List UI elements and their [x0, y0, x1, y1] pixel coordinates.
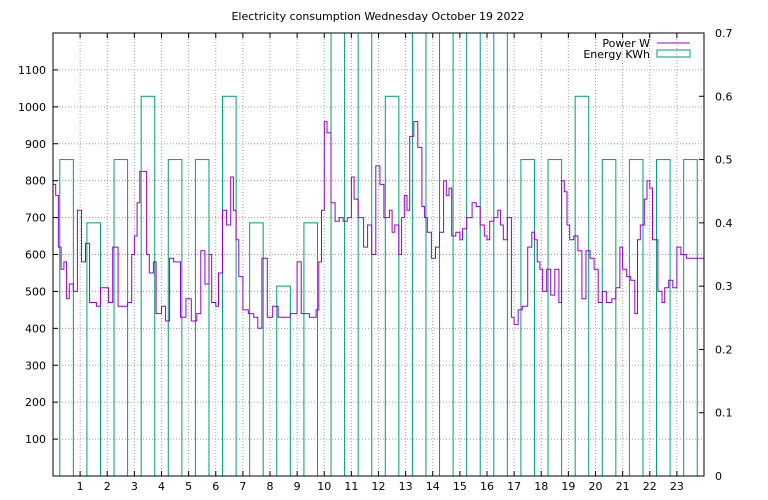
x-tick-label: 8 [267, 480, 274, 493]
energy-bar [520, 159, 535, 477]
energy-bar [86, 222, 101, 477]
legend-power-label: Power W [602, 37, 650, 50]
y-left-tick-label: 900 [25, 138, 46, 151]
x-tick-label: 2 [104, 480, 111, 493]
legend-energy-label: Energy KWh [583, 48, 650, 61]
y-left-tick-label: 300 [25, 359, 46, 372]
x-tick-label: 9 [294, 480, 301, 493]
x-tick-label: 15 [453, 480, 467, 493]
legend-energy-swatch [656, 49, 691, 58]
x-tick-label: 13 [399, 480, 413, 493]
x-tick-label: 4 [158, 480, 165, 493]
energy-bar [330, 32, 346, 477]
energy-bar [276, 285, 291, 477]
energy-bar [194, 159, 210, 477]
y-left-tick-label: 800 [25, 175, 46, 188]
x-tick-label: 12 [372, 480, 386, 493]
y-left-tick-label: 100 [25, 433, 46, 446]
energy-bar [167, 159, 183, 477]
x-tick-label: 6 [212, 480, 219, 493]
y-right-tick-label: 0.4 [715, 217, 733, 230]
axis-ticks: 1 2 3 4 5 6 7 8 9 10 11 12 13 14 15 16 17 18 19 20 21 22 23100… [18, 27, 733, 493]
x-tick-label: 3 [131, 480, 138, 493]
x-tick-label: 14 [426, 480, 440, 493]
x-tick-label: 22 [643, 480, 657, 493]
x-tick-label: 18 [534, 480, 548, 493]
x-tick-label: 1 [77, 480, 84, 493]
x-tick-label: 5 [185, 480, 192, 493]
x-tick-label: 16 [480, 480, 494, 493]
energy-bar [656, 159, 671, 477]
x-tick-label: 10 [317, 480, 331, 493]
y-left-tick-label: 700 [25, 212, 46, 225]
x-tick-label: 21 [616, 480, 630, 493]
x-tick-label: 7 [239, 480, 246, 493]
energy-bar [113, 159, 129, 477]
energy-bar [59, 159, 74, 477]
y-right-tick-label: 0.7 [715, 27, 733, 40]
chart-title: Electricity consumption Wednesday Octobe… [231, 10, 524, 23]
x-tick-label: 17 [507, 480, 521, 493]
y-left-tick-label: 400 [25, 322, 46, 335]
energy-bar [683, 159, 698, 477]
power-series [53, 121, 704, 329]
energy-bar [357, 32, 373, 477]
y-left-tick-label: 600 [25, 249, 46, 262]
y-left-tick-label: 500 [25, 285, 46, 298]
grid-lines [53, 33, 704, 476]
y-right-tick-label: 0.3 [715, 280, 733, 293]
y-right-tick-label: 0.6 [715, 90, 733, 103]
y-left-tick-label: 1100 [18, 64, 46, 77]
y-right-tick-label: 0.1 [715, 407, 733, 420]
energy-bar [140, 95, 156, 477]
energy-bar [628, 159, 644, 477]
y-right-tick-label: 0 [715, 470, 722, 483]
x-tick-label: 11 [344, 480, 358, 493]
x-tick-label: 19 [561, 480, 575, 493]
energy-bar [249, 222, 264, 477]
x-tick-label: 20 [589, 480, 603, 493]
power-line [53, 121, 704, 329]
y-left-tick-label: 200 [25, 396, 46, 409]
y-right-tick-label: 0.5 [715, 154, 733, 167]
x-tick-label: 23 [670, 480, 684, 493]
energy-bar [222, 95, 237, 477]
energy-bar [547, 159, 563, 477]
y-right-tick-label: 0.2 [715, 343, 733, 356]
energy-bar [601, 159, 617, 477]
energy-bar [303, 222, 318, 477]
energy-bar [384, 95, 400, 477]
legend: Power W Energy KWh [583, 37, 691, 61]
y-left-tick-label: 1000 [18, 101, 46, 114]
